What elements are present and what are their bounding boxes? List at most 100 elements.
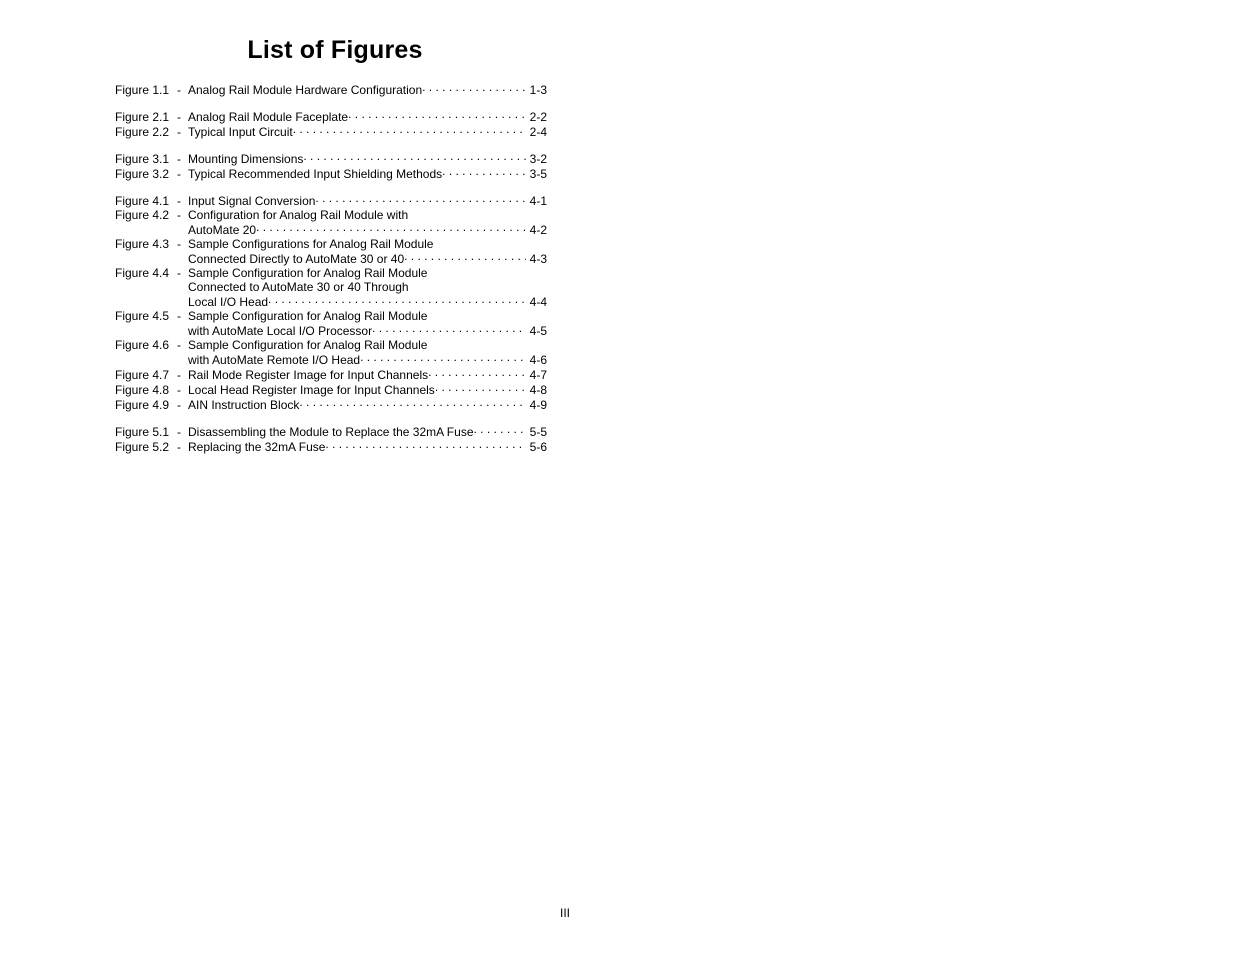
leader-dots: [256, 222, 526, 234]
figure-title-text: Disassembling the Module to Replace the …: [188, 425, 474, 439]
figure-page-ref: 4-8: [526, 383, 547, 397]
leader-dots: [372, 323, 526, 335]
figure-title-text: Typical Input Circuit: [188, 125, 293, 139]
figure-title-text: Input Signal Conversion: [188, 194, 315, 208]
figure-title-text: AutoMate 20: [188, 223, 256, 237]
figure-title-text: Configuration for Analog Rail Module wit…: [188, 208, 408, 222]
leader-dots: [268, 294, 526, 306]
figure-listing: Figure 1.1- Analog Rail Module Hardware …: [115, 82, 547, 466]
figure-page-ref: 4-3: [526, 252, 547, 266]
figure-label: Figure 2.2: [115, 125, 177, 139]
figure-title-text: Mounting Dimensions: [188, 152, 303, 166]
figure-page-ref: 5-5: [526, 425, 547, 439]
figure-label: Figure 4.3: [115, 237, 177, 251]
figure-title-text: Local I/O Head: [188, 295, 268, 309]
figure-title-text: AIN Instruction Block: [188, 398, 299, 412]
figure-page-ref: 1-3: [526, 83, 547, 97]
figure-label: Figure 2.1: [115, 110, 177, 124]
entry-dash: -: [177, 125, 188, 139]
figure-page-ref: 4-7: [526, 368, 547, 382]
figure-page-ref: 4-1: [526, 194, 547, 208]
figure-entry-line: Figure 4.8- Local Head Register Image fo…: [115, 382, 547, 397]
figure-entry-line: Figure 4.6- Sample Configuration for Ana…: [115, 338, 547, 352]
figure-title-text: Analog Rail Module Faceplate: [188, 110, 348, 124]
figure-entry-line: Figure 4.1- Input Signal Conversion 4-1: [115, 193, 547, 208]
figure-entry-line: Figure 2.1- Analog Rail Module Faceplate…: [115, 109, 547, 124]
leader-dots: [442, 166, 526, 178]
leader-dots: [428, 367, 526, 379]
figure-label: Figure 3.2: [115, 167, 177, 181]
figure-label: Figure 3.1: [115, 152, 177, 166]
leader-dots: [303, 151, 525, 163]
figure-title-text: Sample Configuration for Analog Rail Mod…: [188, 266, 427, 280]
figure-page-ref: 3-5: [526, 167, 547, 181]
figure-page-ref: 4-4: [526, 295, 547, 309]
figure-group: Figure 2.1- Analog Rail Module Faceplate…: [115, 109, 547, 139]
figure-page-ref: 2-4: [526, 125, 547, 139]
figure-title-text: with AutoMate Remote I/O Head: [188, 353, 360, 367]
figure-label: Figure 4.6: [115, 338, 177, 352]
entry-dash: -: [177, 237, 188, 251]
figure-label: Figure 4.7: [115, 368, 177, 382]
figure-entry-line: with AutoMate Local I/O Processor4-5: [115, 323, 547, 338]
figure-label: Figure 4.2: [115, 208, 177, 222]
leader-dots: [435, 382, 526, 394]
entry-dash: -: [177, 398, 188, 412]
leader-dots: [404, 251, 526, 263]
leader-dots: [422, 82, 526, 94]
figure-entry-line: AutoMate 20 4-2: [115, 222, 547, 237]
entry-dash: -: [177, 266, 188, 280]
figure-entry-line: Connected to AutoMate 30 or 40 Through: [115, 280, 547, 294]
figure-entry-line: Figure 2.2- Typical Input Circuit 2-4: [115, 124, 547, 139]
figure-title-text: Connected Directly to AutoMate 30 or 40: [188, 252, 404, 266]
figure-title-text: Local Head Register Image for Input Chan…: [188, 383, 435, 397]
entry-dash: -: [177, 383, 188, 397]
figure-title-text: Rail Mode Register Image for Input Chann…: [188, 368, 428, 382]
entry-dash: -: [177, 152, 188, 166]
figure-entry-line: with AutoMate Remote I/O Head 4-6: [115, 352, 547, 367]
figure-label: Figure 4.5: [115, 309, 177, 323]
entry-dash: -: [177, 83, 188, 97]
figure-entry-line: Figure 4.4- Sample Configuration for Ana…: [115, 266, 547, 280]
page: List of Figures Figure 1.1- Analog Rail …: [0, 0, 1235, 954]
figure-label: Figure 1.1: [115, 83, 177, 97]
figure-title-text: Sample Configuration for Analog Rail Mod…: [188, 309, 427, 323]
figure-label: Figure 4.4: [115, 266, 177, 280]
figure-group: Figure 4.1- Input Signal Conversion4-1Fi…: [115, 193, 547, 412]
figure-title-text: Sample Configurations for Analog Rail Mo…: [188, 237, 433, 251]
figure-label: Figure 4.9: [115, 398, 177, 412]
leader-dots: [315, 193, 525, 205]
entry-dash: -: [177, 194, 188, 208]
figure-entry-line: Figure 3.2- Typical Recommended Input Sh…: [115, 166, 547, 181]
figure-entry-line: Figure 4.9- AIN Instruction Block4-9: [115, 397, 547, 412]
figure-label: Figure 5.2: [115, 440, 177, 454]
figure-page-ref: 4-2: [526, 223, 547, 237]
leader-dots: [474, 424, 526, 436]
figure-entry-line: Connected Directly to AutoMate 30 or 40 4…: [115, 251, 547, 266]
figure-title-text: Sample Configuration for Analog Rail Mod…: [188, 338, 427, 352]
figure-label: Figure 4.1: [115, 194, 177, 208]
figure-title-text: Typical Recommended Input Shielding Meth…: [188, 167, 442, 181]
figure-title-text: Connected to AutoMate 30 or 40 Through: [188, 280, 409, 294]
figure-entry-line: Figure 3.1- Mounting Dimensions 3-2: [115, 151, 547, 166]
figure-entry-line: Figure 4.7- Rail Mode Register Image for…: [115, 367, 547, 382]
leader-dots: [299, 397, 525, 409]
figure-page-ref: 4-6: [526, 353, 547, 367]
entry-dash: -: [177, 208, 188, 222]
leader-dots: [293, 124, 526, 136]
figure-entry-line: Figure 4.3- Sample Configurations for An…: [115, 237, 547, 251]
figure-title-text: Analog Rail Module Hardware Configuratio…: [188, 83, 422, 97]
figure-group: Figure 5.1- Disassembling the Module to …: [115, 424, 547, 454]
figure-page-ref: 2-2: [526, 110, 547, 124]
figure-page-ref: 5-6: [526, 440, 547, 454]
entry-dash: -: [177, 440, 188, 454]
entry-dash: -: [177, 425, 188, 439]
entry-dash: -: [177, 338, 188, 352]
figure-entry-line: Figure 4.5- Sample Configuration for Ana…: [115, 309, 547, 323]
entry-dash: -: [177, 167, 188, 181]
figure-entry-line: Figure 5.2- Replacing the 32mA Fuse5-6: [115, 439, 547, 454]
figure-entry-line: Local I/O Head 4-4: [115, 294, 547, 309]
figure-label: Figure 5.1: [115, 425, 177, 439]
figure-page-ref: 3-2: [526, 152, 547, 166]
entry-dash: -: [177, 309, 188, 323]
